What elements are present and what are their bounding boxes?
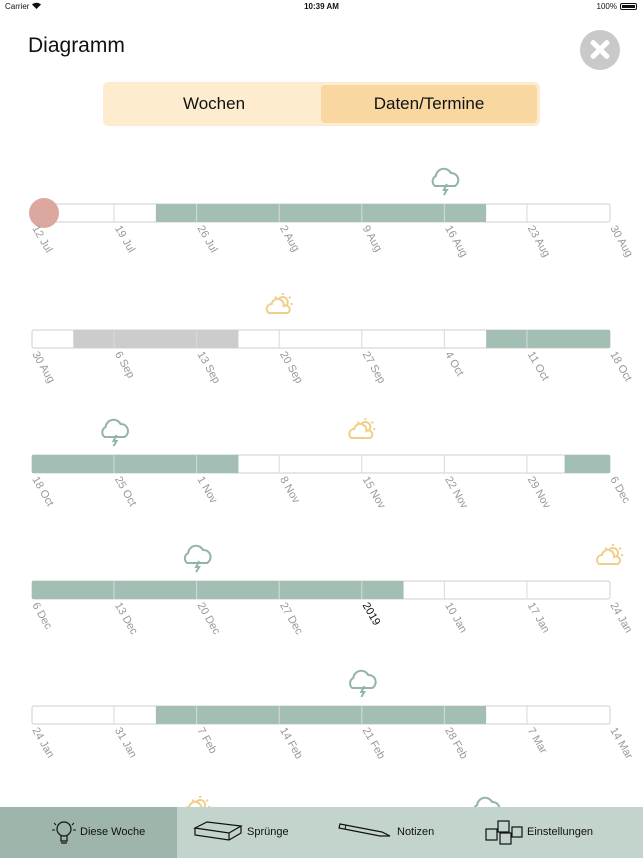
- date-tick-label: 16 Aug: [442, 224, 470, 260]
- date-tick-label: 12 Jul: [29, 224, 54, 255]
- date-tick-label: 2019: [360, 601, 383, 628]
- cloud-icon: [101, 418, 129, 447]
- date-tick-label: 24 Jan: [29, 726, 56, 761]
- date-tick-label: 6 Dec: [607, 475, 632, 506]
- date-tick-label: 27 Sep: [360, 350, 388, 386]
- tab-settings[interactable]: Einstellungen: [472, 807, 643, 858]
- today-marker: [29, 198, 59, 228]
- date-tick-label: 18 Oct: [29, 475, 56, 509]
- timeline-segment: [155, 204, 487, 222]
- date-tick-label: 23 Aug: [525, 224, 553, 260]
- date-tick-label: 14 Mar: [607, 726, 635, 762]
- date-tick-label: 13 Dec: [112, 601, 140, 638]
- cloud-icon: [183, 544, 212, 573]
- carrier-label: Carrier: [5, 2, 30, 11]
- blocks-icon: [485, 820, 523, 845]
- tab-settings-label: Einstellungen: [527, 826, 594, 838]
- date-tick-label: 21 Feb: [360, 726, 388, 762]
- timeline-segment: [564, 455, 610, 473]
- date-tick-label: 6 Sep: [112, 350, 137, 381]
- tab-notes[interactable]: Notizen: [322, 807, 472, 858]
- tab-leaps[interactable]: Sprünge: [177, 807, 322, 858]
- close-button[interactable]: [580, 30, 620, 70]
- date-tick-label: 30 Aug: [607, 224, 635, 260]
- date-tick-label: 11 Oct: [525, 350, 551, 383]
- wifi-icon: [32, 2, 41, 9]
- date-tick-label: 20 Sep: [277, 350, 305, 386]
- date-tick-label: 17 Jan: [525, 601, 552, 636]
- date-tick-label: 25 Oct: [112, 475, 139, 509]
- book-icon: [193, 821, 243, 841]
- clock: 10:39 AM: [304, 2, 339, 11]
- segment-dates-appointments[interactable]: Daten/Termine: [321, 85, 537, 123]
- timeline-segment: [32, 455, 239, 473]
- view-segmented-control: Wochen Daten/Termine: [103, 82, 540, 126]
- cloud-icon: [431, 167, 460, 196]
- date-tick-label: 6 Dec: [29, 601, 54, 632]
- tab-leaps-label: Sprünge: [247, 826, 289, 838]
- date-tick-label: 28 Feb: [442, 726, 470, 762]
- date-tick-label: 7 Mar: [525, 726, 550, 757]
- cloud-icon: [349, 669, 377, 698]
- sun-icon: [596, 544, 623, 565]
- tab-this-week[interactable]: Diese Woche: [0, 807, 177, 858]
- sun-icon: [348, 418, 376, 439]
- date-tick-label: 14 Feb: [277, 726, 305, 762]
- date-tick-label: 22 Nov: [442, 475, 470, 512]
- timeline-segment: [155, 706, 487, 724]
- date-tick-label: 13 Sep: [195, 350, 223, 386]
- timeline-segment: [32, 581, 404, 599]
- date-tick-label: 1 Nov: [195, 475, 220, 506]
- date-tick-label: 19 Jul: [112, 224, 137, 255]
- date-tick-label: 18 Oct: [607, 350, 634, 384]
- date-tick-label: 7 Feb: [195, 726, 219, 756]
- tab-notes-label: Notizen: [397, 826, 435, 838]
- date-tick-label: 30 Aug: [29, 350, 57, 386]
- date-tick-label: 4 Oct: [442, 350, 466, 379]
- date-tick-label: 15 Nov: [360, 475, 388, 512]
- pencil-icon: [338, 823, 391, 837]
- date-tick-label: 29 Nov: [525, 475, 553, 512]
- segment-weeks[interactable]: Wochen: [182, 94, 246, 113]
- tab-bar: Diese Woche Sprünge Notizen Einstellunge…: [0, 807, 643, 858]
- date-tick-label: 9 Aug: [360, 224, 384, 254]
- timeline-segment: [486, 330, 610, 348]
- sun-icon: [265, 293, 293, 314]
- page-title: Diagramm: [28, 34, 125, 57]
- date-tick-label: 31 Jan: [112, 726, 139, 761]
- date-tick-label: 24 Jan: [607, 601, 634, 636]
- status-bar: Carrier 10:39 AM 100%: [0, 0, 643, 14]
- battery-percent: 100%: [596, 2, 617, 11]
- lightbulb-icon: [52, 821, 76, 844]
- date-tick-label: 26 Jul: [195, 224, 220, 255]
- date-tick-label: 2 Aug: [277, 224, 301, 254]
- date-tick-label: 8 Nov: [277, 475, 302, 506]
- tab-this-week-label: Diese Woche: [80, 826, 146, 838]
- timeline-segment: [73, 330, 239, 348]
- date-tick-label: 27 Dec: [277, 601, 305, 638]
- battery-icon: [620, 3, 637, 10]
- date-tick-label: 10 Jan: [442, 601, 469, 636]
- date-tick-label: 20 Dec: [195, 601, 223, 638]
